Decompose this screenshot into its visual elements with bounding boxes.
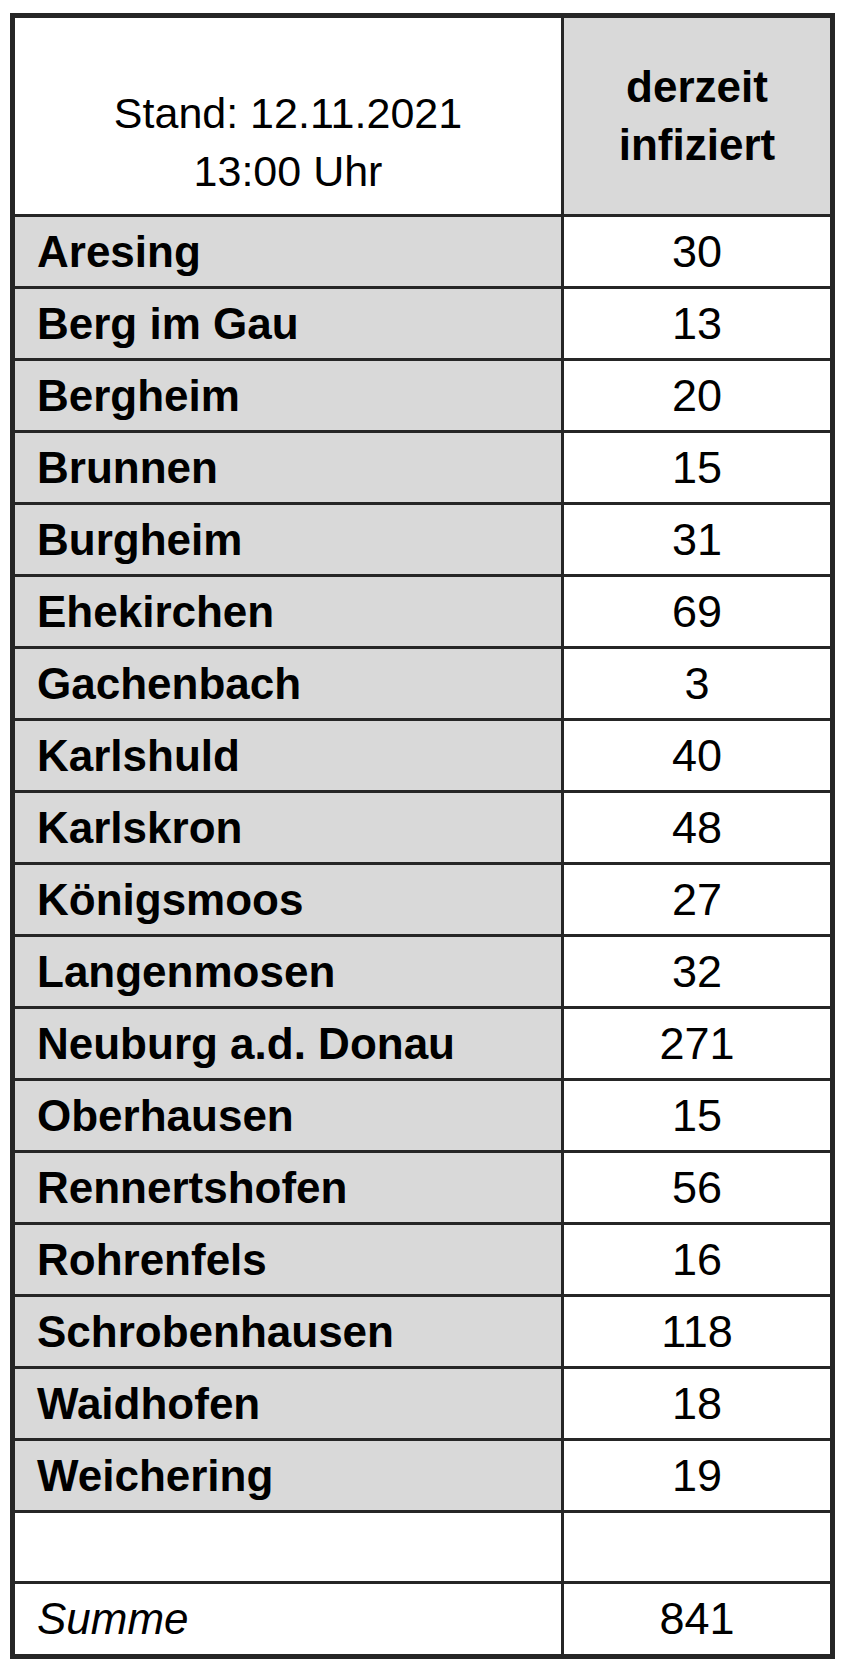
summary-row: Summe 841 [13,1583,833,1657]
document-page: Stand: 12.11.2021 13:00 Uhr derzeit infi… [0,0,841,1664]
table-row: Waidhofen 18 [13,1368,833,1440]
value-header-line1: derzeit [565,58,829,116]
municipality-name: Langenmosen [13,936,563,1008]
stand-date-line: Stand: 12.11.2021 [16,84,560,142]
table-row: Berg im Gau 13 [13,288,833,360]
infected-count: 48 [563,792,833,864]
table-row: Gachenbach 3 [13,648,833,720]
municipality-name: Rohrenfels [13,1224,563,1296]
municipality-name: Neuburg a.d. Donau [13,1008,563,1080]
infected-count: 31 [563,504,833,576]
table-row: Karlshuld 40 [13,720,833,792]
infected-count: 40 [563,720,833,792]
spacer-cell [563,1512,833,1583]
table-row: Langenmosen 32 [13,936,833,1008]
municipality-name: Königsmoos [13,864,563,936]
municipality-name: Bergheim [13,360,563,432]
stand-header-cell: Stand: 12.11.2021 13:00 Uhr [13,16,563,216]
table-row: Karlskron 48 [13,792,833,864]
infected-count: 16 [563,1224,833,1296]
municipality-name: Karlskron [13,792,563,864]
table-row: Rohrenfels 16 [13,1224,833,1296]
value-header-line2: infiziert [565,116,829,174]
infected-count: 69 [563,576,833,648]
table-row: Ehekirchen 69 [13,576,833,648]
municipality-name: Brunnen [13,432,563,504]
infected-count: 271 [563,1008,833,1080]
municipality-name: Rennertshofen [13,1152,563,1224]
table-row: Neuburg a.d. Donau 271 [13,1008,833,1080]
table-row: Oberhausen 15 [13,1080,833,1152]
municipality-name: Schrobenhausen [13,1296,563,1368]
infected-count: 56 [563,1152,833,1224]
infected-count: 15 [563,432,833,504]
infected-count: 13 [563,288,833,360]
table-row: Burgheim 31 [13,504,833,576]
infected-count: 19 [563,1440,833,1512]
infected-count: 30 [563,216,833,288]
table-row: Bergheim 20 [13,360,833,432]
table-row: Königsmoos 27 [13,864,833,936]
municipality-name: Burgheim [13,504,563,576]
table-row: Brunnen 15 [13,432,833,504]
municipality-name: Karlshuld [13,720,563,792]
infected-count: 20 [563,360,833,432]
infected-count: 3 [563,648,833,720]
table-row: Schrobenhausen 118 [13,1296,833,1368]
summary-value: 841 [563,1583,833,1657]
infected-count: 27 [563,864,833,936]
header-row: Stand: 12.11.2021 13:00 Uhr derzeit infi… [13,16,833,216]
municipality-name: Berg im Gau [13,288,563,360]
infection-report-table: Stand: 12.11.2021 13:00 Uhr derzeit infi… [10,13,835,1659]
spacer-row [13,1512,833,1583]
spacer-cell [13,1512,563,1583]
table-row: Rennertshofen 56 [13,1152,833,1224]
municipality-name: Oberhausen [13,1080,563,1152]
table-row: Weichering 19 [13,1440,833,1512]
summary-label: Summe [13,1583,563,1657]
stand-time-line: 13:00 Uhr [16,142,560,200]
municipality-name: Aresing [13,216,563,288]
infected-count: 18 [563,1368,833,1440]
municipality-name: Gachenbach [13,648,563,720]
municipality-name: Waidhofen [13,1368,563,1440]
municipality-name: Ehekirchen [13,576,563,648]
infected-count: 15 [563,1080,833,1152]
infected-count: 32 [563,936,833,1008]
municipality-name: Weichering [13,1440,563,1512]
infected-count: 118 [563,1296,833,1368]
value-header-cell: derzeit infiziert [563,16,833,216]
table-row: Aresing 30 [13,216,833,288]
